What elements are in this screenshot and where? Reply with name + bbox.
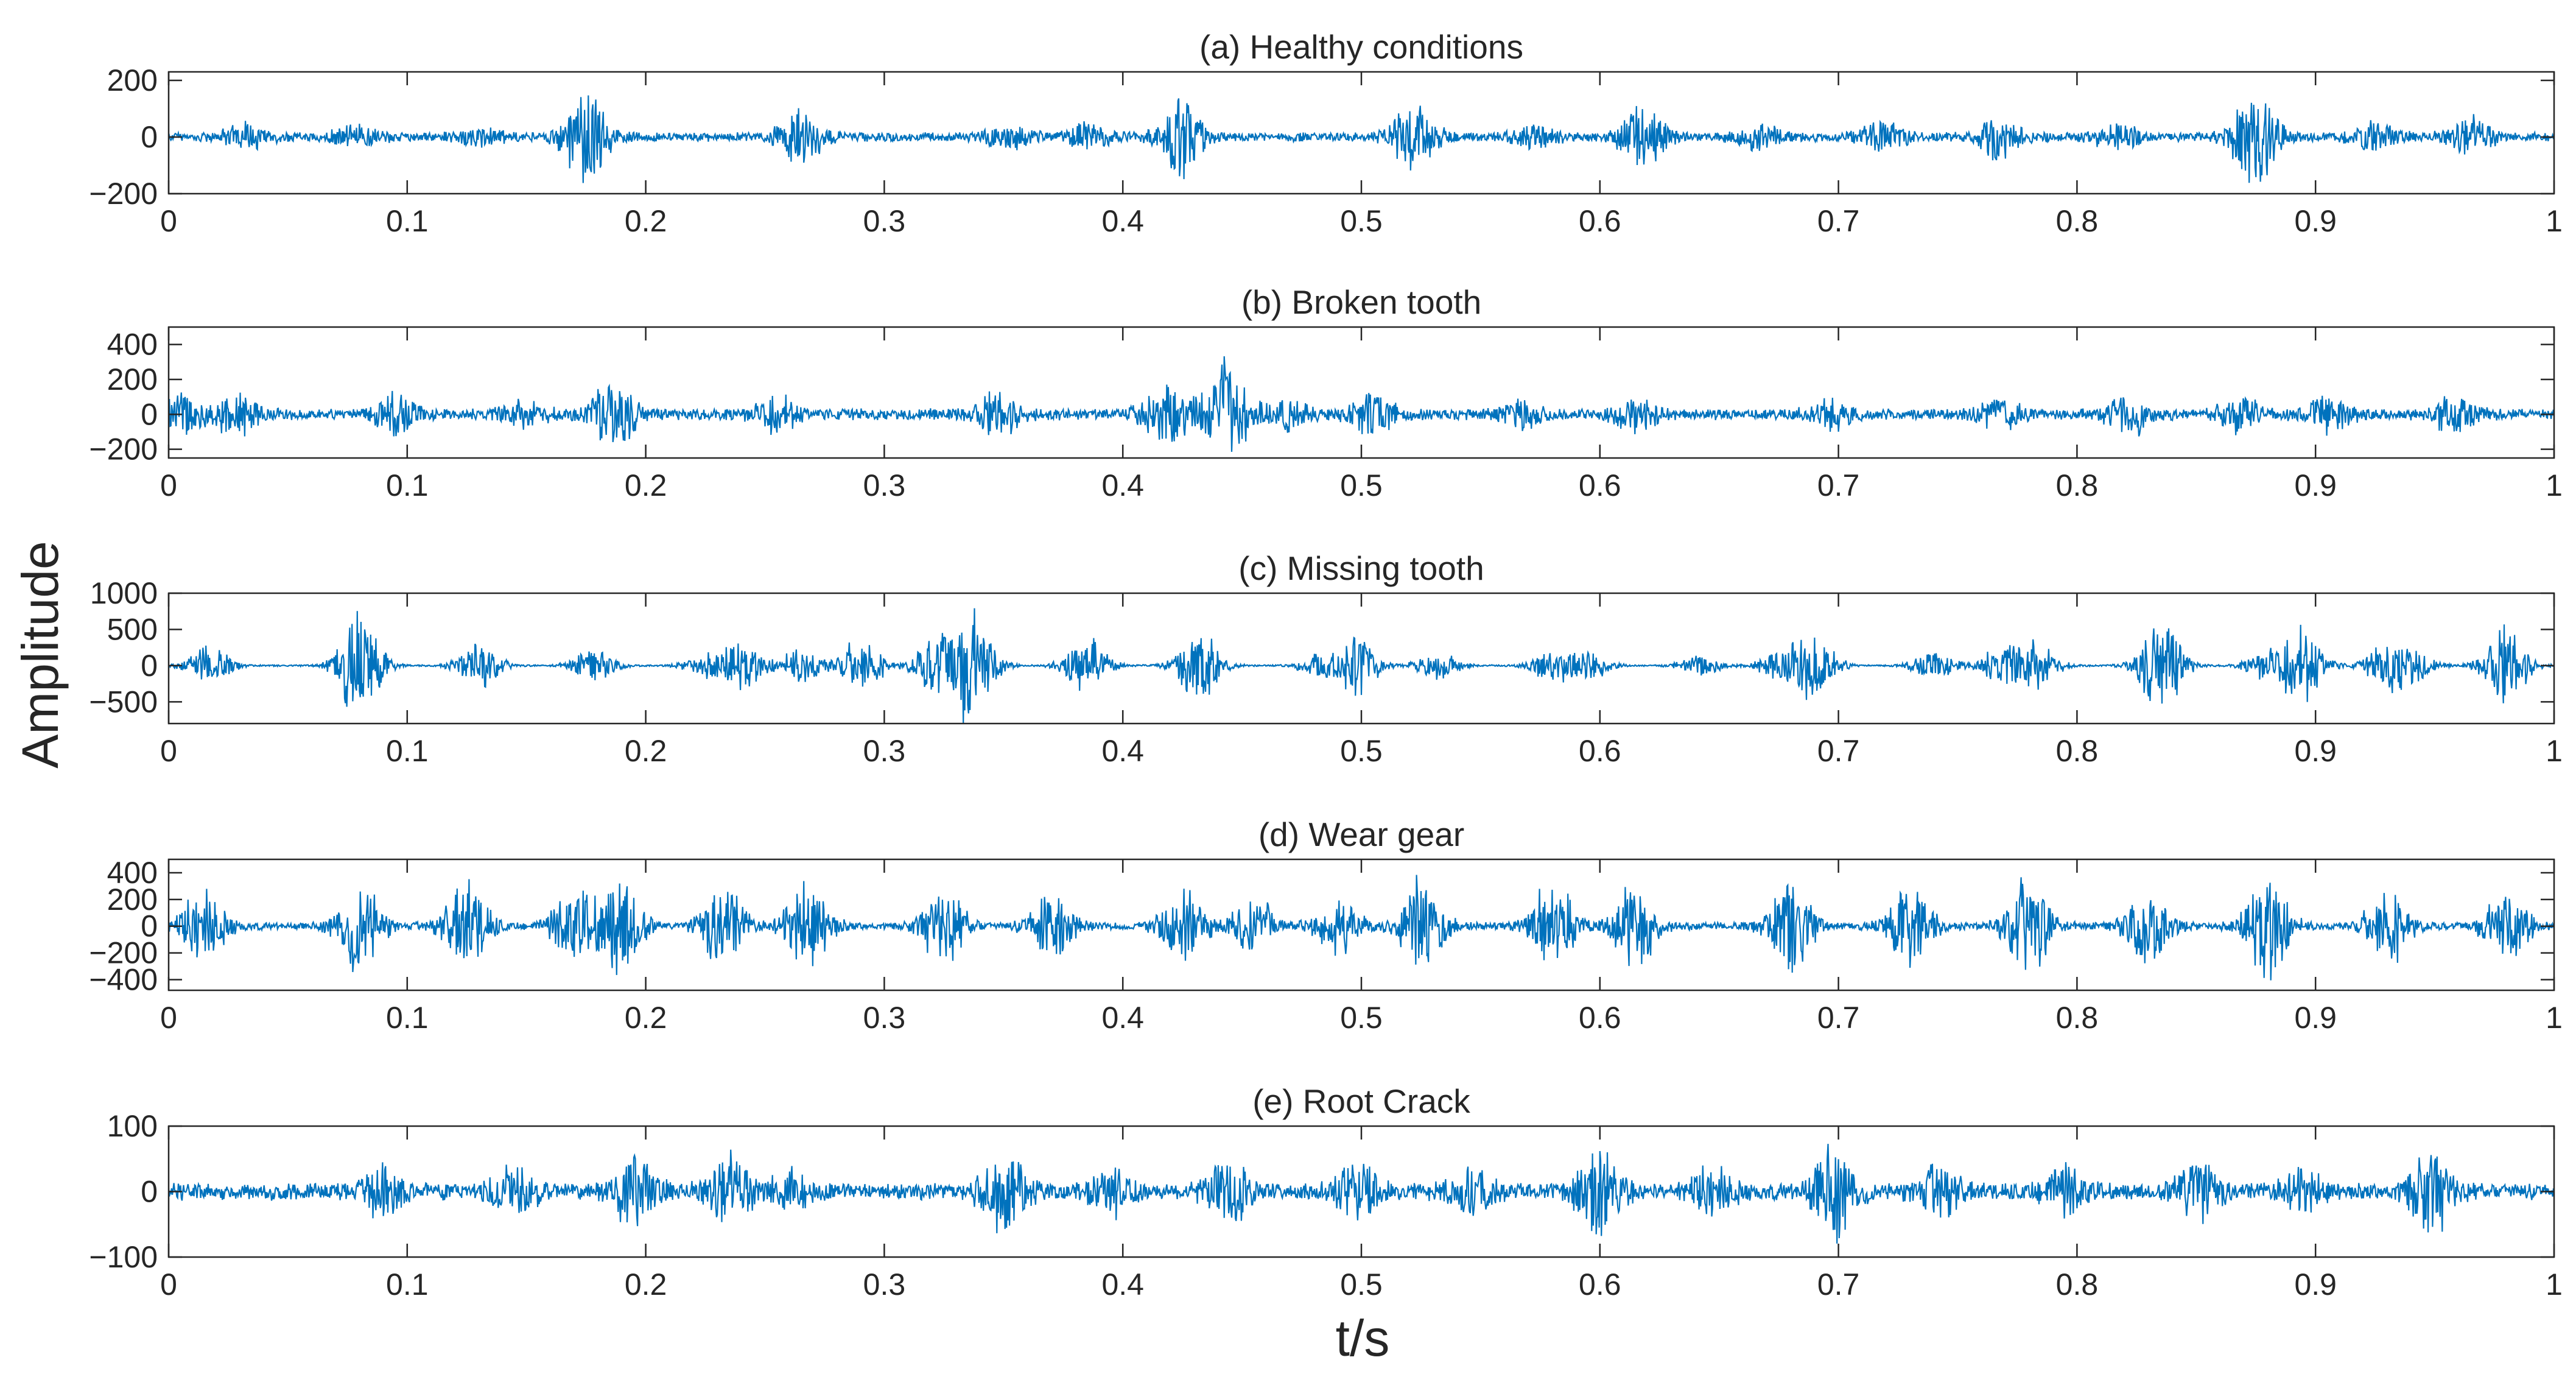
x-tick-label: 0.2 [625, 1001, 667, 1035]
x-tick-label: 0.9 [2294, 204, 2337, 238]
x-tick-label: 0.9 [2294, 468, 2337, 502]
signal-trace [169, 608, 2554, 724]
panel-d: 0 0.1 0.2 0.3 0.4 0.5 0.6 0.7 0.8 0.9 1−400−200020… [89, 816, 2563, 1035]
panel-c: 0 0.1 0.2 0.3 0.4 0.5 0.6 0.7 0.8 0.9 1−5000500100… [89, 549, 2563, 768]
y-tick-label: 200 [107, 63, 158, 97]
x-tick-label: 0.4 [1101, 1267, 1144, 1302]
y-tick-label: 0 [141, 649, 158, 683]
x-tick-label: 0 [160, 1267, 177, 1302]
x-tick-label: 0.3 [863, 204, 906, 238]
x-tick-label: 0.6 [1579, 734, 1621, 768]
y-tick-label: 100 [107, 1109, 158, 1143]
y-tick-label: −200 [89, 432, 158, 467]
x-tick-label: 0.1 [386, 204, 429, 238]
x-tick-label: 0.1 [386, 1267, 429, 1302]
x-tick-label: 0.7 [1817, 468, 1860, 502]
x-tick-label: 0 [160, 468, 177, 502]
x-tick-label: 0.4 [1101, 468, 1144, 502]
y-tick-label: 500 [107, 612, 158, 646]
x-tick-label: 0 [160, 204, 177, 238]
y-tick-label: 0 [141, 1175, 158, 1209]
y-tick-label: −200 [89, 936, 158, 970]
y-tick-label: 0 [141, 120, 158, 154]
x-tick-label: 0.5 [1340, 1267, 1383, 1302]
figure-y-axis-label: Amplitude [12, 541, 69, 769]
panel-title: (c) Missing tooth [1238, 549, 1484, 587]
x-tick-label: 0.9 [2294, 1001, 2337, 1035]
signal-trace [169, 356, 2554, 452]
x-tick-label: 0.8 [2056, 204, 2099, 238]
x-tick-label: 0.5 [1340, 734, 1383, 768]
x-tick-label: 1 [2546, 468, 2563, 502]
x-tick-label: 0.3 [863, 1001, 906, 1035]
x-tick-label: 0.8 [2056, 1001, 2099, 1035]
x-tick-label: 0.8 [2056, 468, 2099, 502]
signal-trace [169, 1144, 2554, 1244]
x-tick-label: 0.1 [386, 1001, 429, 1035]
y-tick-label: 200 [107, 883, 158, 917]
panel-a: 0 0.1 0.2 0.3 0.4 0.5 0.6 0.7 0.8 0.9 1−2000200(a)… [89, 28, 2563, 238]
signal-trace [169, 95, 2554, 183]
x-tick-label: 0.2 [625, 468, 667, 502]
x-tick-label: 0.3 [863, 468, 906, 502]
panel-title: (d) Wear gear [1258, 816, 1464, 853]
x-tick-label: 0.1 [386, 734, 429, 768]
panel-e: 0 0.1 0.2 0.3 0.4 0.5 0.6 0.7 0.8 0.9 1−1000100(e)… [89, 1082, 2563, 1302]
x-tick-label: 0.3 [863, 734, 906, 768]
signal-trace [169, 875, 2554, 981]
x-tick-label: 0.7 [1817, 1267, 1860, 1302]
x-tick-label: 0.4 [1101, 1001, 1144, 1035]
x-tick-label: 0 [160, 1001, 177, 1035]
panel-b: 0 0.1 0.2 0.3 0.4 0.5 0.6 0.7 0.8 0.9 1−2000200400… [89, 283, 2563, 502]
y-tick-label: 1000 [90, 576, 158, 610]
x-tick-label: 0.5 [1340, 468, 1383, 502]
x-tick-label: 0.5 [1340, 1001, 1383, 1035]
x-tick-label: 1 [2546, 204, 2563, 238]
x-tick-label: 0.7 [1817, 734, 1860, 768]
y-tick-label: 200 [107, 362, 158, 396]
x-tick-label: 0.9 [2294, 1267, 2337, 1302]
x-tick-label: 0.7 [1817, 204, 1860, 238]
y-tick-label: 400 [107, 856, 158, 890]
x-tick-label: 0.2 [625, 1267, 667, 1302]
x-tick-label: 0.6 [1579, 1267, 1621, 1302]
y-tick-label: −100 [89, 1240, 158, 1274]
y-tick-label: −500 [89, 685, 158, 719]
x-tick-label: 0.4 [1101, 204, 1144, 238]
figure-x-axis-label: t/s [1336, 1309, 1390, 1367]
x-tick-label: 0.8 [2056, 734, 2099, 768]
x-tick-label: 0.2 [625, 204, 667, 238]
x-tick-label: 1 [2546, 1001, 2563, 1035]
y-tick-label: −200 [89, 177, 158, 211]
x-tick-label: 1 [2546, 1267, 2563, 1302]
panel-title: (a) Healthy conditions [1199, 28, 1523, 66]
x-tick-label: 0.6 [1579, 204, 1621, 238]
x-tick-label: 0.3 [863, 1267, 906, 1302]
x-tick-label: 0.2 [625, 734, 667, 768]
x-tick-label: 1 [2546, 734, 2563, 768]
x-tick-label: 0 [160, 734, 177, 768]
x-tick-label: 0.5 [1340, 204, 1383, 238]
panel-title: (e) Root Crack [1252, 1082, 1470, 1120]
y-tick-label: 0 [141, 397, 158, 431]
x-tick-label: 0.9 [2294, 734, 2337, 768]
y-tick-label: 0 [141, 909, 158, 943]
x-tick-label: 0.6 [1579, 468, 1621, 502]
axes-box [167, 326, 2555, 459]
y-tick-label: −400 [89, 962, 158, 996]
x-tick-label: 0.8 [2056, 1267, 2099, 1302]
y-tick-label: 400 [107, 328, 158, 362]
panel-title: (b) Broken tooth [1241, 283, 1481, 321]
x-tick-label: 0.1 [386, 468, 429, 502]
x-tick-label: 0.6 [1579, 1001, 1621, 1035]
x-tick-label: 0.4 [1101, 734, 1144, 768]
x-tick-label: 0.7 [1817, 1001, 1860, 1035]
